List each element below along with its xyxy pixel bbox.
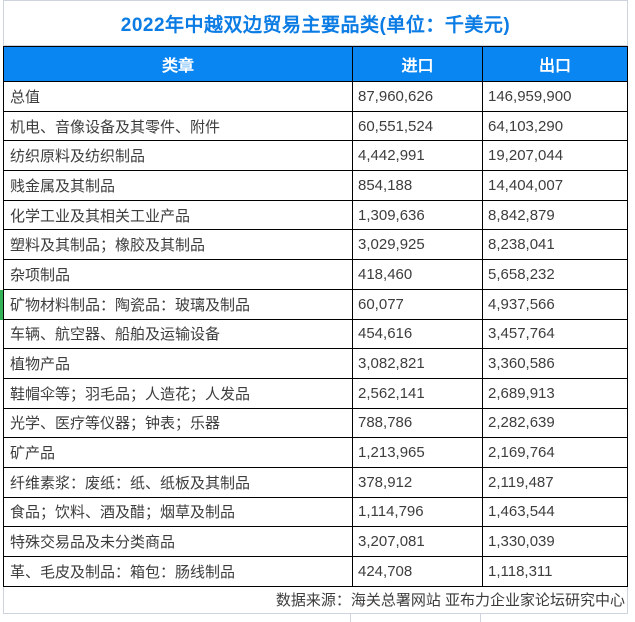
category-cell: 总值 (3, 82, 353, 112)
table-row: 植物产品 3,082,821 3,360,586 (3, 349, 628, 379)
import-value-cell: 4,442,991 (353, 141, 483, 172)
export-value-cell: 2,169,764 (483, 438, 628, 468)
category-cell: 纺织原料及纺织制品 (3, 141, 353, 172)
export-value-cell: 19,207,044 (483, 141, 628, 172)
export-value-cell: 2,282,639 (483, 408, 628, 439)
import-value-cell: 454,616 (353, 319, 483, 350)
page-title: 2022年中越双边贸易主要品类(单位：千美元) (3, 0, 628, 46)
table-row: 机电、音像设备及其零件、附件 60,551,524 64,103,290 (3, 111, 628, 142)
table-row: 鞋帽伞等；羽毛品；人造花；人发品 2,562,141 2,689,913 (3, 378, 628, 409)
import-value-cell: 87,960,626 (353, 82, 483, 112)
category-cell: 特殊交易品及未分类商品 (3, 527, 353, 557)
gridline-stub (480, 614, 481, 622)
category-cell: 贱金属及其制品 (3, 171, 353, 201)
category-cell: 纤维素浆：废纸：纸、纸板及其制品 (3, 467, 353, 498)
table-row: 光学、医疗等仪器；钟表；乐器 788,786 2,282,639 (3, 408, 628, 439)
import-value-cell: 1,114,796 (353, 497, 483, 528)
import-value-cell: 60,551,524 (353, 111, 483, 142)
trade-table-sheet: 2022年中越双边贸易主要品类(单位：千美元) 类章 进口 出口 总值 87,96… (3, 0, 628, 614)
import-value-cell: 788,786 (353, 408, 483, 439)
export-value-cell: 14,404,007 (483, 171, 628, 201)
export-value-cell: 2,689,913 (483, 378, 628, 409)
table-row: 矿产品 1,213,965 2,169,764 (3, 438, 628, 468)
table-row: 特殊交易品及未分类商品 3,207,081 1,330,039 (3, 527, 628, 557)
import-value-cell: 3,207,081 (353, 527, 483, 557)
selection-marker (0, 289, 3, 320)
export-value-cell: 3,457,764 (483, 319, 628, 350)
table-row: 杂项制品 418,460 5,658,232 (3, 260, 628, 290)
column-header-import: 进口 (353, 46, 483, 82)
table-row: 贱金属及其制品 854,188 14,404,007 (3, 171, 628, 201)
category-cell: 杂项制品 (3, 260, 353, 290)
data-source-note: 数据来源：海关总署网站 亚布力企业家论坛研究中心 (3, 586, 628, 614)
table-header: 类章 进口 出口 (3, 46, 628, 82)
export-value-cell: 8,238,041 (483, 230, 628, 261)
import-value-cell: 2,562,141 (353, 378, 483, 409)
export-value-cell: 146,959,900 (483, 82, 628, 112)
import-value-cell: 378,912 (353, 467, 483, 498)
column-header-export: 出口 (483, 46, 628, 82)
export-value-cell: 1,463,544 (483, 497, 628, 528)
category-cell: 矿产品 (3, 438, 353, 468)
import-value-cell: 60,077 (353, 289, 483, 320)
import-value-cell: 854,188 (353, 171, 483, 201)
export-value-cell: 3,360,586 (483, 349, 628, 379)
export-value-cell: 64,103,290 (483, 111, 628, 142)
category-cell: 光学、医疗等仪器；钟表；乐器 (3, 408, 353, 439)
table-row: 化学工业及其相关工业产品 1,309,636 8,842,879 (3, 200, 628, 231)
export-value-cell: 4,937,566 (483, 289, 628, 320)
table-row: 塑料及其制品；橡胶及其制品 3,029,925 8,238,041 (3, 230, 628, 261)
category-cell: 植物产品 (3, 349, 353, 379)
table-row: 总值 87,960,626 146,959,900 (3, 82, 628, 112)
export-value-cell: 1,330,039 (483, 527, 628, 557)
import-value-cell: 1,309,636 (353, 200, 483, 231)
import-value-cell: 418,460 (353, 260, 483, 290)
category-cell: 车辆、航空器、船舶及运输设备 (3, 319, 353, 350)
table-row: 纺织原料及纺织制品 4,442,991 19,207,044 (3, 141, 628, 172)
import-value-cell: 424,708 (353, 557, 483, 587)
category-cell: 食品；饮料、酒及醋；烟草及制品 (3, 497, 353, 528)
table-row: 纤维素浆：废纸：纸、纸板及其制品 378,912 2,119,487 (3, 467, 628, 498)
category-cell: 鞋帽伞等；羽毛品；人造花；人发品 (3, 378, 353, 409)
import-value-cell: 3,029,925 (353, 230, 483, 261)
category-cell: 塑料及其制品；橡胶及其制品 (3, 230, 353, 261)
table-row: 矿物材料制品：陶瓷品：玻璃及制品 60,077 4,937,566 (3, 289, 628, 320)
export-value-cell: 8,842,879 (483, 200, 628, 231)
column-header-category: 类章 (3, 46, 353, 82)
import-value-cell: 1,213,965 (353, 438, 483, 468)
category-cell: 矿物材料制品：陶瓷品：玻璃及制品 (3, 289, 353, 320)
import-value-cell: 3,082,821 (353, 349, 483, 379)
category-cell: 机电、音像设备及其零件、附件 (3, 111, 353, 142)
category-cell: 化学工业及其相关工业产品 (3, 200, 353, 231)
table-row: 车辆、航空器、船舶及运输设备 454,616 3,457,764 (3, 319, 628, 350)
export-value-cell: 5,658,232 (483, 260, 628, 290)
table-row: 革、毛皮及制品：箱包：肠线制品 424,708 1,118,311 (3, 557, 628, 587)
table-row: 食品；饮料、酒及醋；烟草及制品 1,114,796 1,463,544 (3, 497, 628, 528)
export-value-cell: 2,119,487 (483, 467, 628, 498)
table-body: 总值 87,960,626 146,959,900 机电、音像设备及其零件、附件 60,… (3, 82, 628, 587)
export-value-cell: 1,118,311 (483, 557, 628, 587)
category-cell: 革、毛皮及制品：箱包：肠线制品 (3, 557, 353, 587)
gridline-stub (350, 614, 351, 622)
